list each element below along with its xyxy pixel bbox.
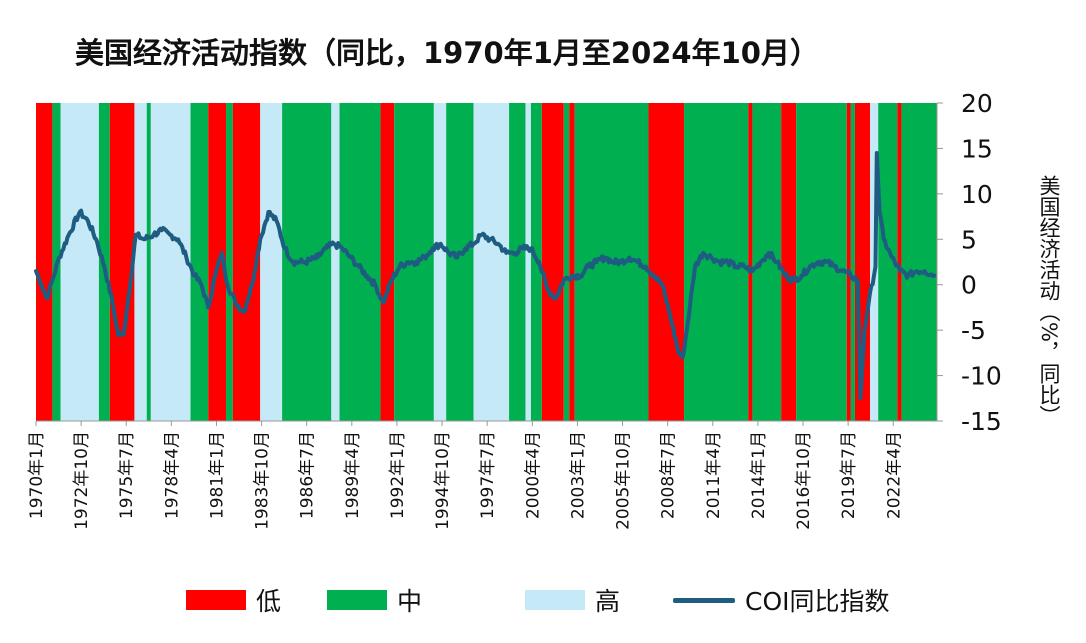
regime-band-high	[525, 103, 531, 421]
regime-band-mid	[509, 103, 526, 421]
legend-swatch-line	[673, 597, 735, 603]
x-tick-labels: 1970年1月 1972年10月 1975年7月 1978年4月 1981年1月 1983…	[27, 421, 904, 530]
regime-bands	[36, 103, 937, 421]
x-tick-label: 2014年1月	[749, 431, 769, 519]
x-tick-label: 2011年4月	[704, 431, 724, 519]
regime-band-mid	[226, 103, 233, 421]
regime-band-mid	[878, 103, 898, 421]
regime-band-low	[846, 103, 851, 421]
regime-band-low	[748, 103, 753, 421]
regime-band-mid	[901, 103, 937, 421]
chart-title: 美国经济活动指数（同比，1970年1月至2024年10月）	[75, 36, 819, 70]
x-tick-label: 1970年1月	[27, 431, 47, 519]
y-tick-label: 10	[961, 180, 993, 209]
x-tick-label: 2008年7月	[659, 431, 679, 519]
regime-band-high	[260, 103, 283, 421]
regime-band-high	[331, 103, 340, 421]
y-tick-label: 15	[961, 134, 993, 163]
regime-band-low	[781, 103, 797, 421]
legend-item-line: COI同比指数	[673, 578, 890, 622]
x-tick-label: 1981年1月	[207, 431, 227, 519]
legend-label-mid: 中	[397, 587, 423, 616]
legend-label-line: COI同比指数	[745, 587, 890, 616]
regime-band-mid	[563, 103, 570, 421]
y-tick-label: -15	[961, 407, 1002, 436]
x-tick-label: 1997年7月	[478, 431, 498, 519]
regime-band-low	[36, 103, 53, 421]
regime-band-high	[150, 103, 191, 421]
regime-band-mid	[446, 103, 474, 421]
x-tick-label: 1978年4月	[162, 431, 182, 519]
regime-band-high	[473, 103, 510, 421]
x-tick-label: 2003年1月	[568, 431, 588, 519]
series-layer	[34, 151, 937, 401]
x-tick-label: 2016年10月	[794, 431, 814, 530]
regime-band-mid	[850, 103, 855, 421]
x-tick-label: 1986年7月	[298, 431, 318, 519]
x-tick-label: 2005年10月	[614, 431, 634, 530]
legend-label-high: 高	[595, 587, 621, 616]
legend: 低 中 高 COI同比指数	[0, 578, 1086, 622]
legend-swatch-low	[186, 590, 246, 610]
axes	[36, 103, 938, 422]
y-tick-label: 20	[961, 89, 993, 118]
legend-swatch-high	[525, 590, 585, 610]
regime-band-low	[109, 103, 135, 421]
x-tick-label: 1983年10月	[253, 431, 273, 530]
y-tick-label: -10	[961, 362, 1002, 391]
regime-band-mid	[190, 103, 209, 421]
regime-band-mid	[146, 103, 151, 421]
regime-band-low	[648, 103, 685, 421]
series-line	[34, 151, 937, 401]
regime-band-low	[569, 103, 575, 421]
x-tick-label: 2022年4月	[884, 431, 904, 519]
y-tick-labels: 20 15 10 5 0 -5 -10 -15	[937, 89, 1002, 436]
x-tick-label: 1972年10月	[72, 431, 92, 530]
x-tick-label: 1989年4月	[343, 431, 363, 519]
y-tick-label: 0	[961, 271, 977, 300]
legend-swatch-mid	[327, 590, 387, 610]
y-tick-label: 5	[961, 225, 977, 254]
y-tick-label: -5	[961, 316, 986, 345]
x-tick-label: 1975年7月	[117, 431, 137, 519]
x-tick-label: 1992年1月	[388, 431, 408, 519]
legend-item-mid: 中	[327, 578, 422, 622]
regime-band-high	[134, 103, 147, 421]
legend-label-low: 低	[256, 587, 282, 616]
x-tick-label: 1994年10月	[433, 431, 453, 530]
regime-band-low	[380, 103, 395, 421]
y-axis-label: 美国经济活动（%，同比）	[1037, 175, 1061, 426]
legend-item-high: 高	[525, 578, 620, 622]
x-tick-label: 2000年4月	[523, 431, 543, 519]
regime-band-mid	[339, 103, 381, 421]
regime-band-high	[60, 103, 99, 421]
x-tick-label: 2019年7月	[839, 431, 859, 519]
regime-band-high	[433, 103, 447, 421]
regime-band-low	[541, 103, 564, 421]
regime-band-low	[897, 103, 902, 421]
legend-item-low: 低	[186, 578, 281, 622]
